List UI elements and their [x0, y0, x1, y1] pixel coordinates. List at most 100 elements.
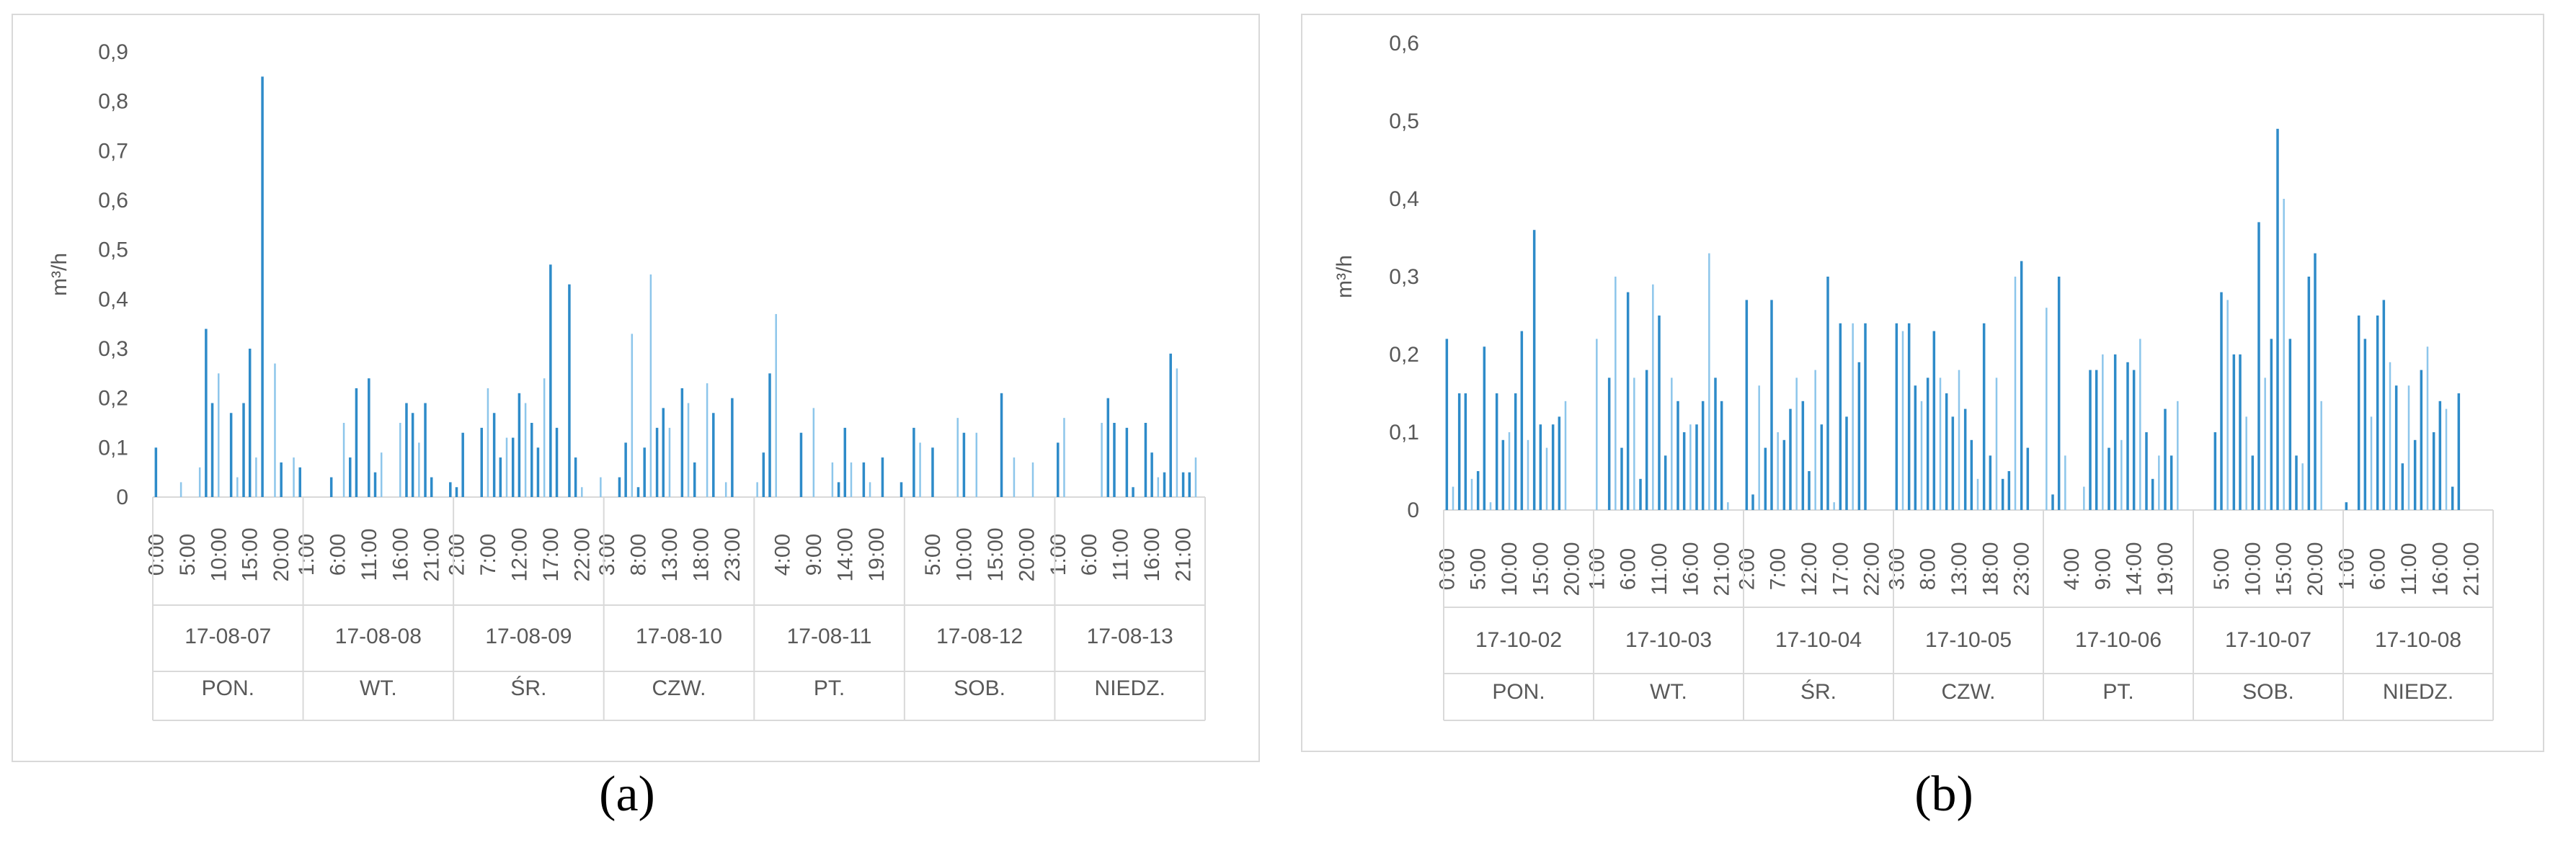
bar	[2376, 316, 2379, 510]
bar	[837, 482, 840, 497]
bar	[912, 427, 915, 497]
bar	[1564, 401, 1567, 510]
bar	[568, 284, 571, 497]
bar	[1808, 471, 1811, 510]
bar	[2451, 486, 2454, 510]
weekday-label: CZW.	[652, 676, 706, 700]
bar	[298, 467, 301, 497]
y-tick-label: 0,6	[1389, 32, 1419, 55]
hour-tick-label: 11:00	[1109, 529, 1133, 581]
y-tick-label: 0,3	[1389, 265, 1419, 289]
bar	[2046, 308, 2048, 510]
hour-tick-label: 23:00	[721, 527, 745, 581]
hour-tick-label: 4:00	[2060, 548, 2084, 590]
bar	[1558, 416, 1561, 510]
bar	[349, 457, 352, 497]
bar	[355, 388, 358, 497]
bar	[1939, 377, 1942, 510]
weekday-label: SOB.	[954, 676, 1005, 700]
bar	[1901, 331, 1904, 510]
bar	[1476, 471, 1480, 510]
bar	[1445, 339, 1449, 510]
bar	[1852, 323, 1854, 510]
hour-tick-label: 6:00	[2366, 548, 2390, 590]
hour-tick-label: 5:00	[1467, 548, 1491, 590]
hour-tick-label: 16:00	[1140, 527, 1164, 581]
hour-tick-label: 5:00	[2210, 548, 2234, 590]
bar	[1163, 472, 1166, 497]
bar	[2276, 128, 2279, 511]
weekday-label: SOB.	[2242, 680, 2294, 704]
bar	[399, 423, 401, 497]
bar	[2169, 455, 2173, 510]
bar	[274, 363, 276, 497]
bar	[2145, 432, 2148, 510]
y-tick-label: 0,8	[98, 90, 128, 114]
bar	[2164, 408, 2167, 510]
bar	[555, 427, 559, 497]
bar	[1695, 424, 1698, 510]
bar	[2089, 370, 2092, 510]
bar	[693, 462, 696, 497]
bar	[2213, 432, 2217, 510]
bar	[2445, 408, 2448, 510]
bar	[1545, 447, 1548, 510]
bar	[2014, 277, 2017, 510]
bar	[1063, 418, 1065, 497]
hour-tick-label: 2:00	[1735, 548, 1759, 590]
bar	[1758, 385, 1760, 510]
figure-caption: (b)	[1914, 766, 1973, 822]
hour-tick-label: 5:00	[921, 534, 945, 576]
hour-tick-label: 1:00	[1585, 548, 1609, 590]
hour-tick-label: 6:00	[1617, 548, 1640, 590]
bar	[1181, 472, 1185, 497]
bar	[2026, 447, 2030, 510]
hour-tick-label: 22:00	[1860, 542, 1884, 596]
bar	[242, 403, 245, 497]
bar	[255, 457, 257, 497]
bar	[2394, 385, 2398, 510]
bar	[518, 393, 521, 497]
bar	[1031, 462, 1034, 497]
bar	[2226, 300, 2229, 510]
bar	[418, 442, 420, 497]
y-tick-label: 0,1	[98, 436, 128, 460]
bar	[2007, 471, 2011, 510]
date-label: 17-10-06	[2075, 628, 2162, 652]
weekday-label: PON.	[1492, 680, 1545, 704]
bar	[1489, 502, 1492, 510]
bar	[1483, 347, 1486, 510]
bar	[2389, 362, 2391, 510]
bar	[1144, 423, 1147, 497]
bar	[1976, 478, 1979, 510]
bar	[1596, 339, 1598, 510]
bar	[869, 482, 871, 497]
bar	[293, 457, 295, 497]
bar	[1671, 377, 1673, 510]
y-tick-label: 0,3	[98, 337, 128, 361]
weekday-label: PT.	[2102, 680, 2133, 704]
y-tick-label: 0	[116, 486, 128, 509]
bar	[2020, 261, 2023, 510]
hour-tick-label: 16:00	[388, 527, 412, 581]
bar	[1452, 486, 1454, 510]
bar	[1945, 393, 1948, 510]
bar	[261, 76, 264, 498]
hour-tick-label: 9:00	[2091, 548, 2115, 590]
bar	[480, 427, 483, 497]
bar	[1470, 478, 1473, 510]
bar	[881, 457, 884, 497]
bar	[455, 487, 458, 497]
hour-tick-label: 13:00	[658, 527, 682, 581]
y-tick-label: 0,4	[1389, 187, 1419, 211]
bar	[487, 388, 489, 497]
bar	[1795, 377, 1798, 510]
bar	[2239, 354, 2242, 510]
bar	[1839, 323, 1842, 510]
weekday-label: ŚR.	[1800, 679, 1836, 704]
hour-tick-label: 1:00	[2335, 548, 2358, 590]
bar	[543, 378, 546, 497]
bar	[1820, 424, 1824, 510]
date-label: 17-08-10	[636, 625, 722, 648]
hour-tick-label: 10:00	[1498, 542, 1522, 596]
